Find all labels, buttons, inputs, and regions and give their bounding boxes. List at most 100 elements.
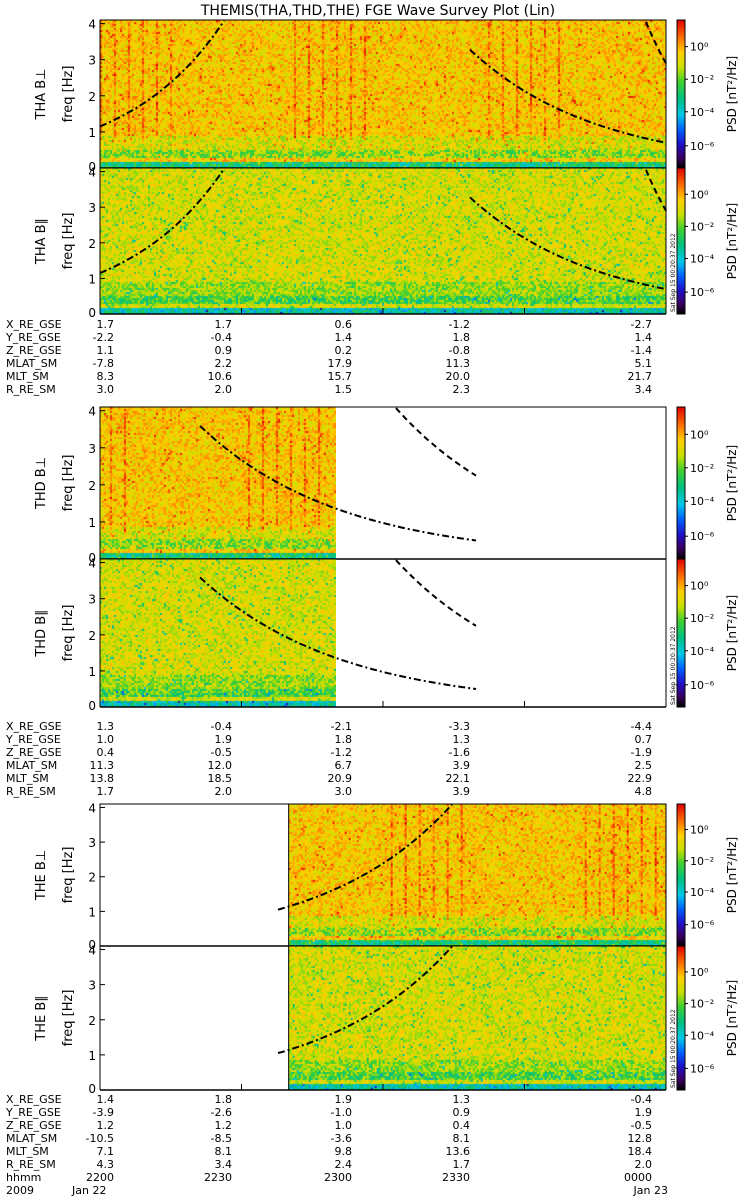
ephemeris-value: 15.7: [328, 370, 353, 383]
panel-label: THD B∥: [34, 609, 49, 657]
freq-axis-label: freq [Hz]: [61, 990, 76, 1047]
ephemeris-value: -0.4: [631, 1093, 652, 1106]
ephemeris-row-name: R_RE_SM: [6, 785, 56, 798]
colorbar-tick-label: 10⁻⁴: [690, 1029, 715, 1042]
ephemeris-value: 0.4: [97, 746, 115, 759]
timestamp-stamp: Sat Sep 15 00:20:37 2012: [670, 626, 677, 705]
panel-label: THD B⊥: [34, 457, 49, 510]
freq-tick-label: 3: [88, 54, 96, 68]
ephemeris-value: -3.6: [331, 1132, 352, 1145]
ephemeris-row-name: Y_RE_GSE: [5, 331, 61, 344]
ephemeris-value: -7.8: [93, 357, 114, 370]
ephemeris-value: 9.8: [335, 1145, 353, 1158]
colorbar-tick-label: 10⁻⁴: [690, 645, 715, 658]
freq-tick-label: 2: [88, 1014, 96, 1028]
ephemeris-value: 8.3: [97, 370, 115, 383]
ephemeris-value: -0.4: [211, 720, 232, 733]
ephemeris-value: 1.7: [453, 1158, 471, 1171]
panel-label: THA B∥: [34, 218, 49, 265]
ephemeris-value: -4.4: [631, 720, 652, 733]
ephemeris-value: 1.8: [453, 331, 471, 344]
ephemeris-value: 0.9: [215, 344, 233, 357]
ephemeris-value: 18.4: [628, 1145, 653, 1158]
ephemeris-value: -3.3: [449, 720, 470, 733]
ephemeris-value: 1.3: [453, 1093, 471, 1106]
freq-tick-label: 4: [88, 557, 96, 571]
ephemeris-value: 5.1: [635, 357, 653, 370]
freq-axis-label: freq [Hz]: [61, 66, 76, 123]
ephemeris-value: 2.5: [635, 759, 653, 772]
spectrogram-image: [100, 168, 666, 314]
ephemeris-value: 1.0: [97, 733, 115, 746]
ephemeris-value: 1.8: [215, 1093, 233, 1106]
ephemeris-value: 1.0: [335, 1119, 353, 1132]
freq-tick-label: 2: [88, 479, 96, 493]
colorbar: [676, 945, 686, 1091]
colorbar-tick-label: 10⁻⁶: [690, 679, 715, 692]
freq-tick-label: 0: [88, 1082, 96, 1096]
panel-thd-perpendicular: 0 1 2 3 4 THD B⊥ freq [Hz] 10⁰ 10⁻² 10⁻⁴ 10⁻⁶ PSD […: [34, 405, 739, 565]
ephemeris-value: -1.6: [449, 746, 470, 759]
ephemeris-value: 1.7: [97, 318, 115, 331]
ephemeris-value: 1.9: [215, 733, 233, 746]
ephemeris-value: 4.3: [97, 1158, 115, 1171]
time-row-label: hhmm: [6, 1171, 41, 1184]
ephemeris-value: -1.4: [631, 344, 652, 357]
freq-tick-label: 2: [88, 90, 96, 104]
year-label: 2009: [6, 1184, 34, 1197]
colorbar-tick-label: 10⁻⁴: [690, 495, 715, 508]
freq-tick-label: 4: [88, 944, 96, 958]
ephemeris-row-name: X_RE_GSE: [6, 720, 62, 733]
ephemeris-value: 20.0: [446, 370, 471, 383]
timestamp-stamp: Sat Sep 15 00:20:37 2012: [670, 233, 677, 312]
ephemeris-value: 3.0: [97, 383, 115, 396]
colorbar-label: PSD [nT²/Hz]: [725, 203, 739, 279]
ephemeris-row-name: MLAT_SM: [6, 759, 57, 772]
ephemeris-value: -1.0: [331, 1106, 352, 1119]
ephemeris-value: -2.7: [631, 318, 652, 331]
ephemeris-value: 2.4: [335, 1158, 353, 1171]
freq-tick-label: 1: [88, 516, 96, 530]
ephemeris-value: 1.4: [97, 1093, 115, 1106]
colorbar-tick-label: 10⁰: [690, 41, 709, 54]
freq-tick-label: 4: [88, 801, 96, 815]
freq-axis-label: freq [Hz]: [61, 455, 76, 512]
panel-frame: [99, 945, 667, 1090]
panel-thd-parallel: 0 1 2 3 4 THD B∥ freq [Hz] 10⁰ 10⁻² 10⁻⁴ 10⁻⁶ PSD […: [34, 557, 739, 713]
ephemeris-value: 3.0: [335, 785, 353, 798]
spectrogram-image: [288, 946, 666, 1090]
ephemeris-value: 1.3: [97, 720, 115, 733]
colorbar-tick-label: 10⁰: [690, 188, 709, 201]
time-tick-label: 2300: [324, 1171, 352, 1184]
freq-tick-label: 1: [88, 665, 96, 679]
spectrogram-image: [100, 407, 336, 559]
figure-title: THEMIS(THA,THD,THE) FGE Wave Survey Plot…: [200, 3, 555, 19]
probe-thd: 0 1 2 3 4 THD B⊥ freq [Hz] 10⁰ 10⁻² 10⁻⁴ 10⁻⁶ PSD […: [5, 405, 739, 798]
freq-axis-label: freq [Hz]: [61, 847, 76, 904]
colorbar-tick-label: 10⁻⁶: [690, 286, 715, 299]
ephemeris-value: 1.7: [215, 318, 233, 331]
ephemeris-value: -8.5: [211, 1132, 232, 1145]
ephemeris-value: 2.3: [453, 383, 471, 396]
ephemeris-value: 7.1: [97, 1145, 115, 1158]
ephemeris-value: 2.2: [215, 357, 233, 370]
end-date-label: Jan 23: [633, 1184, 668, 1197]
harmonic-curve: [395, 559, 477, 627]
ephemeris-value: 8.1: [215, 1145, 233, 1158]
gyrofreq-curve: [199, 425, 477, 542]
ephemeris-row-name: Y_RE_GSE: [5, 733, 61, 746]
ephemeris-value: 22.1: [446, 772, 471, 785]
ephemeris-row-name: X_RE_GSE: [6, 318, 62, 331]
ephemeris-value: -1.2: [331, 746, 352, 759]
ephemeris-value: 11.3: [90, 759, 115, 772]
panel-the-perpendicular: 0 1 2 3 4 THE B⊥ freq [Hz] 10⁰ 10⁻² 10⁻⁴ 10⁻⁶ PSD […: [34, 801, 739, 952]
ephemeris-value: 2.0: [215, 383, 233, 396]
ephemeris-value: 12.0: [208, 759, 233, 772]
harmonic-curve: [645, 21, 667, 64]
freq-tick-label: 3: [88, 836, 96, 850]
ephemeris-table: X_RE_GSE 1.4 1.8 1.9 1.3 -0.4 Y_RE_GSE -3.9 -2.6…: [5, 1093, 652, 1171]
panel-frame: [99, 558, 667, 707]
freq-tick-label: 3: [88, 979, 96, 993]
ephemeris-value: -0.4: [211, 331, 232, 344]
